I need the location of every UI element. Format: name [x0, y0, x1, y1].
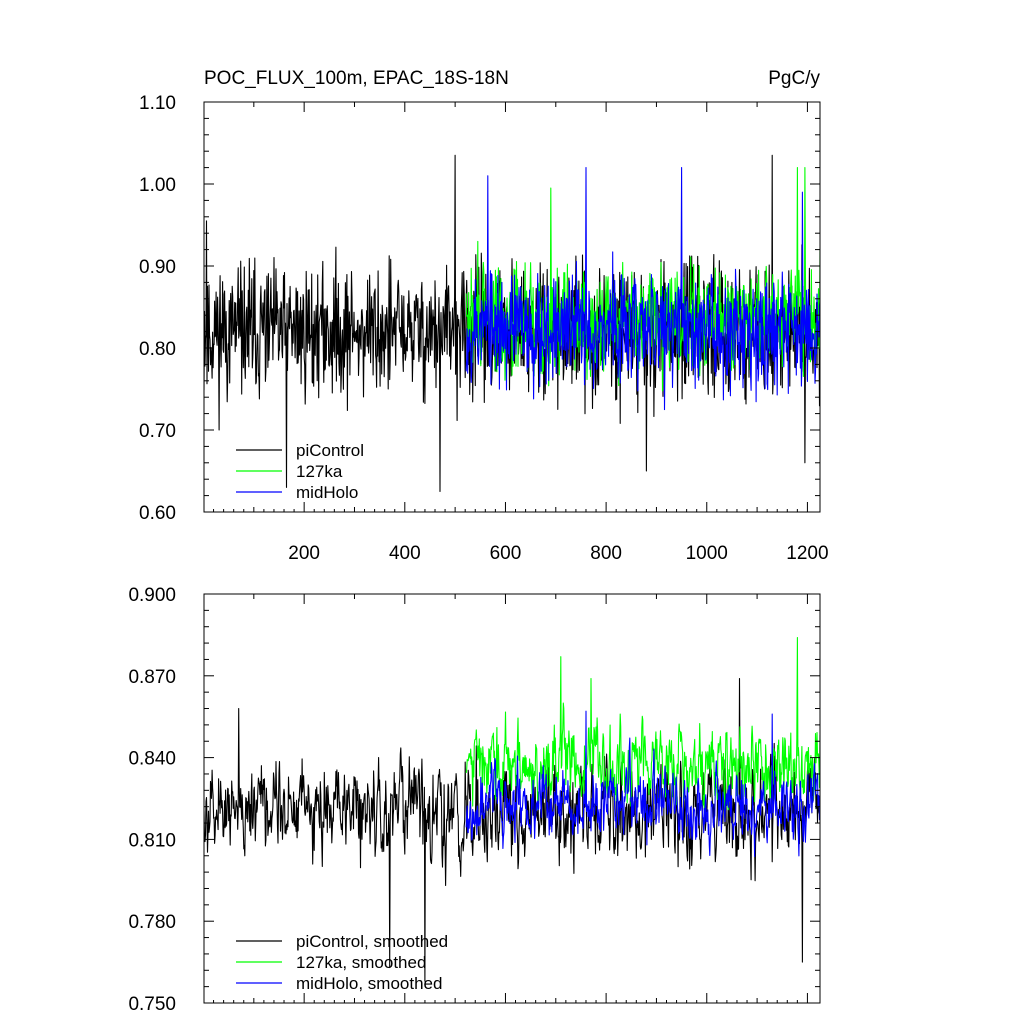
- y-tick-label: 0.750: [128, 994, 176, 1015]
- x-tick-label: 400: [389, 543, 421, 564]
- series-group: [204, 637, 820, 982]
- y-tick-label: 1.00: [139, 175, 176, 196]
- legend-label: midHolo: [296, 483, 358, 502]
- legend: piControl, smoothed 127ka, smoothed midHol…: [236, 932, 448, 993]
- legend-label: 127ka, smoothed: [296, 953, 426, 972]
- chart-title: POC_FLUX_100m, EPAC_18S-18N: [204, 68, 509, 89]
- y-tick-label: 0.90: [139, 257, 176, 278]
- x-tick-label: 1000: [686, 543, 728, 564]
- legend: piControl 127ka midHolo: [236, 441, 364, 502]
- y-tick-label: 0.60: [139, 503, 176, 524]
- series-line-picontrol: [204, 154, 820, 493]
- y-tick-label: 0.900: [128, 585, 176, 606]
- legend-label: piControl, smoothed: [296, 932, 448, 951]
- y-tick-label: 0.780: [128, 912, 176, 933]
- legend-label: piControl: [296, 441, 364, 460]
- chart-units: PgC/y: [768, 68, 820, 89]
- plot-frame: [203, 593, 821, 1004]
- series-line-midholo: [465, 167, 820, 411]
- legend-label: midHolo, smoothed: [296, 974, 442, 993]
- y-tick-label: 0.80: [139, 339, 176, 360]
- x-tick-label: 800: [590, 543, 622, 564]
- y-tick-label: 0.810: [128, 830, 176, 851]
- x-tick-label: 1200: [786, 543, 828, 564]
- series-group: [204, 154, 820, 493]
- panel-top: 0.60 0.70 0.80 0.90 1.00 1.10 200 400 600 800 1000…: [139, 68, 829, 564]
- x-tick-label: 200: [288, 543, 320, 564]
- y-tick-label: 1.10: [139, 93, 176, 114]
- y-tick-label: 0.870: [128, 667, 176, 688]
- plot-frame: [203, 101, 821, 513]
- y-tick-label: 0.70: [139, 421, 176, 442]
- legend-label: 127ka: [296, 462, 343, 481]
- series-line-127ka-smoothed: [465, 637, 820, 811]
- panel-bottom: 0.750 0.780 0.810 0.840 0.870 0.900 piControl,…: [128, 585, 821, 1015]
- series-line-midholo-smoothed: [465, 710, 820, 858]
- x-tick-label: 600: [490, 543, 522, 564]
- y-tick-label: 0.840: [128, 749, 176, 770]
